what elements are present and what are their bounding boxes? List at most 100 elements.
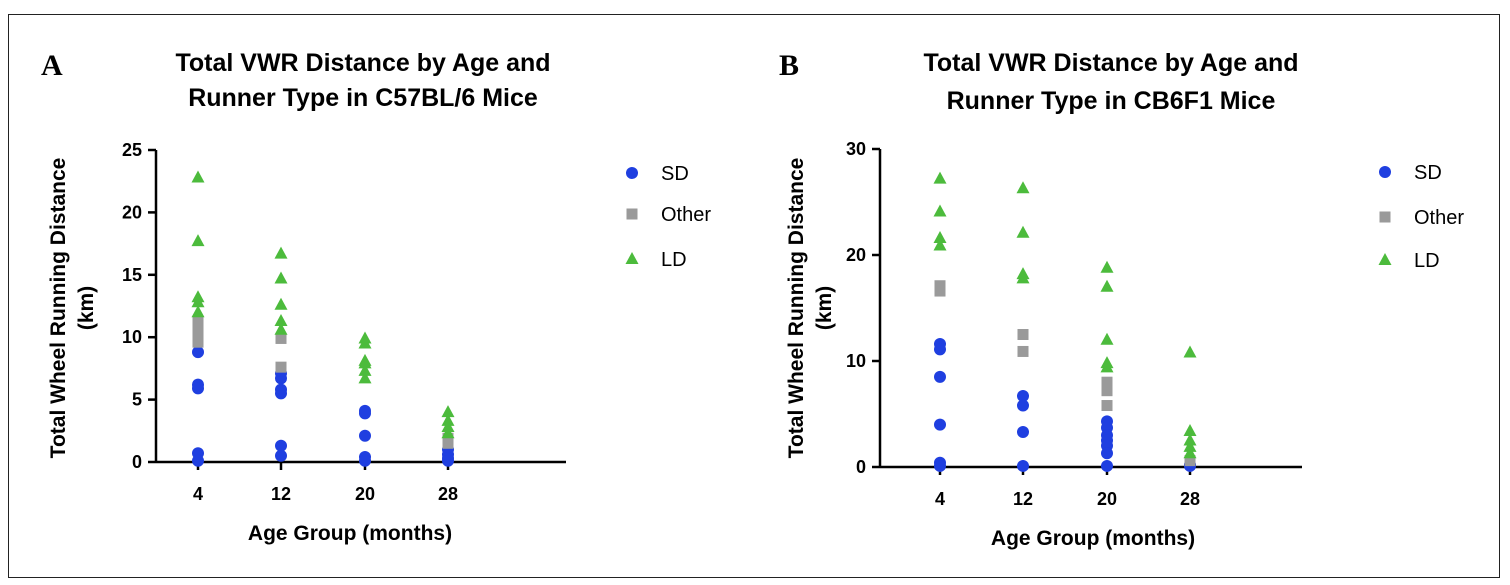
chart-a-point-other	[192, 329, 204, 341]
chart-a-point-ld	[274, 297, 288, 310]
chart-b-point-ld	[1016, 181, 1030, 194]
chart-b-point-sd	[1017, 399, 1029, 412]
chart-b-point-other	[1017, 345, 1029, 357]
chart-a-point-ld	[274, 313, 288, 326]
panel-label-b: B	[779, 49, 799, 82]
chart-a-point-sd	[359, 429, 371, 442]
chart-a-y-tick-label: 0	[132, 452, 142, 472]
chart-a-point-ld	[358, 336, 372, 349]
chart-a-point-sd	[275, 387, 287, 400]
chart-b-point-sd	[934, 343, 946, 356]
chart-a-point-ld	[274, 322, 288, 335]
panel-label-a: A	[41, 49, 63, 82]
chart-a-x-tick-label: 12	[271, 484, 291, 504]
chart-b-svg: B Total VWR Distance by Age and Runner T…	[779, 49, 1464, 550]
chart-a-title-line-2: Runner Type in C57BL/6 Mice	[188, 84, 538, 112]
chart-a-point-ld	[441, 405, 455, 418]
chart-a-point-ld	[274, 271, 288, 284]
chart-a-x-tick-label: 20	[355, 484, 375, 504]
chart-a-point-ld	[358, 371, 372, 384]
figure-frame	[8, 14, 1500, 578]
chart-b-y-axis-label-line-2: (km)	[813, 286, 836, 330]
chart-a-x-axis-label: Age Group (months)	[248, 522, 452, 545]
chart-b-point-other	[1101, 376, 1113, 388]
chart-b-point-ld	[1183, 433, 1197, 446]
chart-a-point-ld	[441, 426, 455, 439]
chart-b-point-sd	[934, 459, 946, 472]
chart-b-point-ld	[1100, 332, 1114, 345]
chart-b-y-axis-label-line-1: Total Wheel Running Distance	[785, 158, 808, 459]
chart-a-point-other	[192, 321, 204, 333]
chart-a-point-ld	[441, 420, 455, 433]
chart-b-point-ld	[933, 231, 947, 244]
chart-b-legend-sd-marker	[1379, 166, 1391, 178]
chart-b-y-tick-label: 10	[846, 351, 866, 371]
chart-a-point-other	[275, 361, 287, 373]
chart-a-point-ld	[358, 356, 372, 369]
chart-a-x-tick-label: 4	[193, 484, 203, 504]
chart-b-point-sd	[1017, 459, 1029, 472]
chart-a-point-other	[192, 315, 204, 327]
chart-a-y-axis-label-line-1: Total Wheel Running Distance	[47, 158, 70, 459]
chart-b-point-ld	[933, 238, 947, 251]
chart-b-y-tick-label: 0	[856, 457, 866, 477]
chart-b-legend-ld-marker	[1378, 253, 1392, 265]
chart-b-point-sd	[934, 418, 946, 431]
chart-b-point-ld	[1100, 279, 1114, 292]
chart-panel-a: A Total VWR Distance by Age and Runner T…	[8, 14, 748, 578]
chart-a-point-sd	[359, 407, 371, 420]
chart-b-point-ld	[1183, 439, 1197, 452]
chart-a-legend-ld-label: LD	[661, 249, 687, 271]
chart-a-point-sd	[359, 454, 371, 467]
chart-a-y-tick-label: 20	[122, 202, 142, 222]
chart-b-title-line-1: Total VWR Distance by Age and	[923, 49, 1298, 77]
chart-b-point-sd	[1017, 389, 1029, 402]
chart-b-point-other	[1017, 329, 1029, 340]
chart-b-plot: 0 10 20 30 4 12 20 28 SD Other LD	[846, 139, 1464, 509]
chart-a-y-tick-label: 5	[132, 390, 142, 410]
chart-b-legend-sd-label: SD	[1414, 162, 1442, 184]
chart-a-y-tick-label: 15	[122, 265, 142, 285]
chart-b-legend-other-label: Other	[1414, 207, 1464, 229]
chart-a-point-sd	[192, 346, 204, 359]
chart-a-point-ld	[274, 246, 288, 259]
chart-b-y-tick-label: 20	[846, 245, 866, 265]
chart-a-point-sd	[275, 439, 287, 452]
chart-a-point-sd	[192, 454, 204, 467]
chart-a-plot: 0 5 10 15 20 25 4 12 20 28 SD Other LD	[122, 140, 711, 504]
chart-b-legend-other-marker	[1379, 211, 1391, 223]
chart-a-point-ld	[191, 305, 205, 318]
chart-b-point-ld	[1183, 345, 1197, 358]
chart-a-legend-sd-label: SD	[661, 163, 689, 185]
chart-b-point-sd	[1017, 426, 1029, 439]
chart-b-point-other	[1184, 455, 1196, 467]
chart-a-y-tick-label: 10	[122, 327, 142, 347]
chart-b-point-other	[1101, 385, 1113, 397]
chart-a-point-other	[192, 336, 204, 348]
chart-panel-b: B Total VWR Distance by Age and Runner T…	[748, 14, 1500, 578]
chart-a-point-sd	[275, 449, 287, 462]
chart-a-point-sd	[442, 454, 454, 467]
chart-a-point-sd	[192, 382, 204, 395]
chart-b-title-line-2: Runner Type in CB6F1 Mice	[947, 87, 1276, 115]
chart-b-point-ld	[933, 204, 947, 217]
chart-a-point-other	[442, 437, 454, 449]
chart-a-point-ld	[191, 234, 205, 247]
chart-a-legend-other-label: Other	[661, 204, 711, 226]
chart-b-point-ld	[1100, 260, 1114, 273]
chart-b-y-tick-label: 30	[846, 139, 866, 159]
chart-b-point-other	[1101, 400, 1113, 412]
chart-a-point-sd	[275, 372, 287, 385]
chart-b-point-other	[934, 285, 946, 297]
chart-b-x-tick-label: 4	[935, 489, 945, 509]
chart-a-point-other	[275, 332, 287, 344]
chart-a-legend-sd-marker	[626, 167, 638, 179]
chart-a-point-ld	[191, 295, 205, 308]
chart-a-point-ld	[191, 170, 205, 183]
chart-b-point-ld	[1183, 446, 1197, 459]
chart-b-x-tick-label: 20	[1097, 489, 1117, 509]
chart-b-point-sd	[1101, 459, 1113, 472]
chart-b-point-sd	[1101, 447, 1113, 460]
chart-b-point-ld	[1016, 225, 1030, 238]
chart-a-title-line-1: Total VWR Distance by Age and	[175, 49, 550, 77]
